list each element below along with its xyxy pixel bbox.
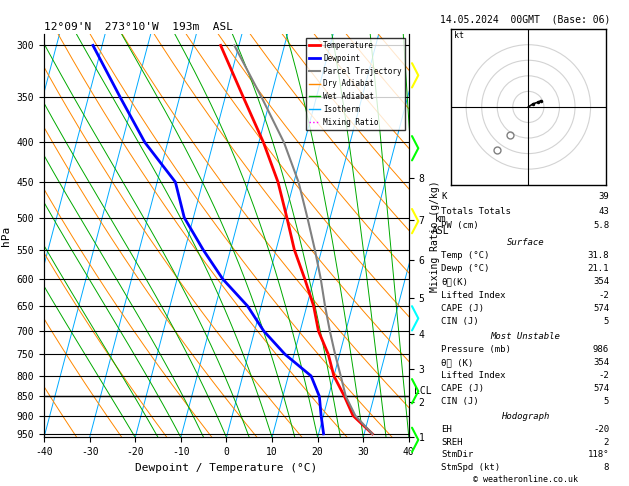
Text: PW (cm): PW (cm) bbox=[442, 222, 479, 230]
Text: -2: -2 bbox=[598, 291, 609, 299]
Text: 31.8: 31.8 bbox=[587, 251, 609, 260]
Text: 574: 574 bbox=[593, 304, 609, 313]
Text: 118°: 118° bbox=[587, 451, 609, 459]
Text: Lifted Index: Lifted Index bbox=[442, 291, 506, 299]
Text: 39: 39 bbox=[598, 192, 609, 201]
Text: -20: -20 bbox=[593, 425, 609, 434]
Text: StmSpd (kt): StmSpd (kt) bbox=[442, 463, 501, 472]
Text: 12°09'N  273°10'W  193m  ASL: 12°09'N 273°10'W 193m ASL bbox=[44, 22, 233, 32]
Y-axis label: km
ASL: km ASL bbox=[432, 214, 450, 236]
Text: 2: 2 bbox=[604, 438, 609, 447]
Text: 5: 5 bbox=[604, 397, 609, 406]
Text: CIN (J): CIN (J) bbox=[442, 397, 479, 406]
Text: LCL: LCL bbox=[415, 386, 432, 397]
Text: StmDir: StmDir bbox=[442, 451, 474, 459]
Text: CIN (J): CIN (J) bbox=[442, 317, 479, 326]
Text: CAPE (J): CAPE (J) bbox=[442, 384, 484, 393]
Text: 43: 43 bbox=[598, 207, 609, 216]
Text: kt: kt bbox=[454, 32, 464, 40]
Text: 354: 354 bbox=[593, 278, 609, 286]
Text: Hodograph: Hodograph bbox=[501, 413, 549, 421]
Text: 5.8: 5.8 bbox=[593, 222, 609, 230]
Text: Most Unstable: Most Unstable bbox=[490, 332, 560, 342]
Text: SREH: SREH bbox=[442, 438, 463, 447]
Legend: Temperature, Dewpoint, Parcel Trajectory, Dry Adiabat, Wet Adiabat, Isotherm, Mi: Temperature, Dewpoint, Parcel Trajectory… bbox=[306, 38, 405, 130]
Text: 14.05.2024  00GMT  (Base: 06): 14.05.2024 00GMT (Base: 06) bbox=[440, 15, 610, 25]
Text: 5: 5 bbox=[604, 317, 609, 326]
Text: Surface: Surface bbox=[506, 238, 544, 247]
Text: 986: 986 bbox=[593, 346, 609, 354]
Text: θᴄ (K): θᴄ (K) bbox=[442, 358, 474, 367]
X-axis label: Dewpoint / Temperature (°C): Dewpoint / Temperature (°C) bbox=[135, 463, 318, 473]
Text: CAPE (J): CAPE (J) bbox=[442, 304, 484, 313]
Text: © weatheronline.co.uk: © weatheronline.co.uk bbox=[473, 474, 577, 484]
Text: Temp (°C): Temp (°C) bbox=[442, 251, 490, 260]
Text: Totals Totals: Totals Totals bbox=[442, 207, 511, 216]
Text: Mixing Ratio (g/kg): Mixing Ratio (g/kg) bbox=[430, 180, 440, 292]
Text: Lifted Index: Lifted Index bbox=[442, 371, 506, 381]
Text: K: K bbox=[442, 192, 447, 201]
Text: 574: 574 bbox=[593, 384, 609, 393]
Text: 354: 354 bbox=[593, 358, 609, 367]
Text: -2: -2 bbox=[598, 371, 609, 381]
Text: θᴄ(K): θᴄ(K) bbox=[442, 278, 468, 286]
Text: 21.1: 21.1 bbox=[587, 264, 609, 273]
Text: Dewp (°C): Dewp (°C) bbox=[442, 264, 490, 273]
Text: EH: EH bbox=[442, 425, 452, 434]
Y-axis label: hPa: hPa bbox=[1, 226, 11, 246]
Text: 8: 8 bbox=[604, 463, 609, 472]
Text: Pressure (mb): Pressure (mb) bbox=[442, 346, 511, 354]
